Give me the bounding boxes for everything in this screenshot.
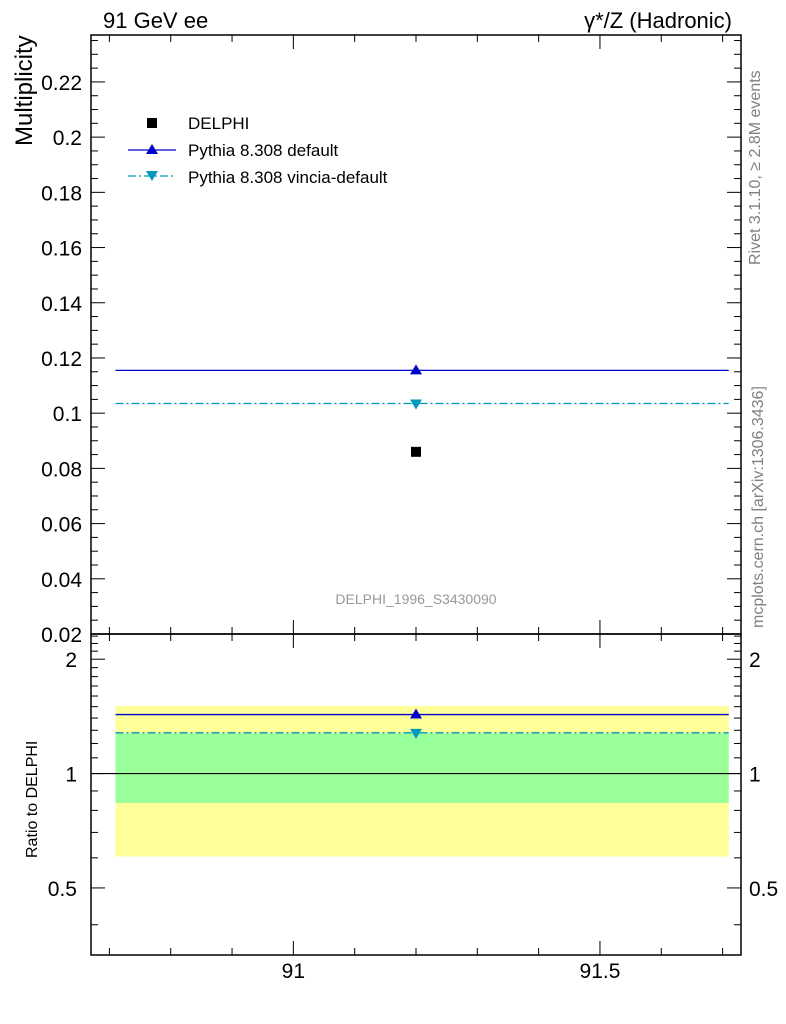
y-tick-label: 0.06	[41, 514, 82, 537]
legend-marker-delphi	[147, 118, 157, 128]
legend: DELPHI Pythia 8.308 default Pythia 8.308…	[128, 114, 388, 187]
ratio-y-tick-label-right: 0.5	[749, 878, 778, 901]
y-tick-label: 0.18	[41, 182, 82, 205]
legend-label-pythia-vincia: Pythia 8.308 vincia-default	[188, 168, 388, 187]
y-tick-label: 0.2	[53, 127, 82, 150]
rivet-label: Rivet 3.1.10, ≥ 2.8M events	[747, 70, 764, 265]
y-tick-label: 0.02	[41, 624, 82, 647]
point-pythia-vincia	[410, 399, 422, 410]
x-tick-label: 91.5	[580, 960, 621, 983]
analysis-watermark: DELPHI_1996_S3430090	[335, 591, 496, 607]
header-left: 91 GeV ee	[103, 8, 208, 33]
point-delphi	[411, 446, 421, 457]
main-panel: 0.02 0.04 0.06 0.08 0.1 0.12 0.14 0.16 0.18 0.2 0.…	[11, 34, 742, 647]
legend-marker-pythia-default	[146, 144, 158, 154]
y-axis-label: Multiplicity	[11, 35, 38, 146]
y-tick-label: 0.08	[41, 458, 82, 481]
ratio-y-tick-label-left: 1	[65, 764, 77, 787]
y-tick-label: 0.16	[41, 238, 82, 261]
ratio-y-tick-label-left: 0.5	[48, 878, 77, 901]
x-tick-label: 91	[282, 960, 305, 983]
y-tick-label: 0.12	[41, 348, 82, 371]
legend-marker-pythia-vincia	[146, 171, 158, 181]
ratio-panel: 0.5 0.5 1 1 2 2 91 91.5 Ratio to DELPHI	[24, 633, 778, 983]
ratio-y-tick-label-right: 1	[749, 764, 761, 787]
y-tick-label: 0.04	[41, 569, 82, 592]
point-pythia-default	[410, 364, 422, 375]
ratio-y-tick-label-right: 2	[749, 649, 761, 672]
source-label: mcplots.cern.ch [arXiv:1306.3436]	[750, 386, 767, 628]
header-right: γ*/Z (Hadronic)	[584, 8, 732, 33]
uncertainty-band-inner	[115, 733, 729, 803]
y-tick-label: 0.1	[53, 403, 82, 426]
ratio-axis-label: Ratio to DELPHI	[24, 741, 41, 858]
legend-label-pythia-default: Pythia 8.308 default	[188, 141, 339, 160]
ratio-point-pythia-default	[410, 708, 422, 719]
ratio-y-tick-label-left: 2	[65, 649, 77, 672]
legend-label-delphi: DELPHI	[188, 114, 249, 133]
ratio-point-pythia-vincia	[410, 728, 422, 739]
y-tick-label: 0.14	[41, 293, 82, 316]
y-tick-label: 0.22	[41, 72, 82, 95]
